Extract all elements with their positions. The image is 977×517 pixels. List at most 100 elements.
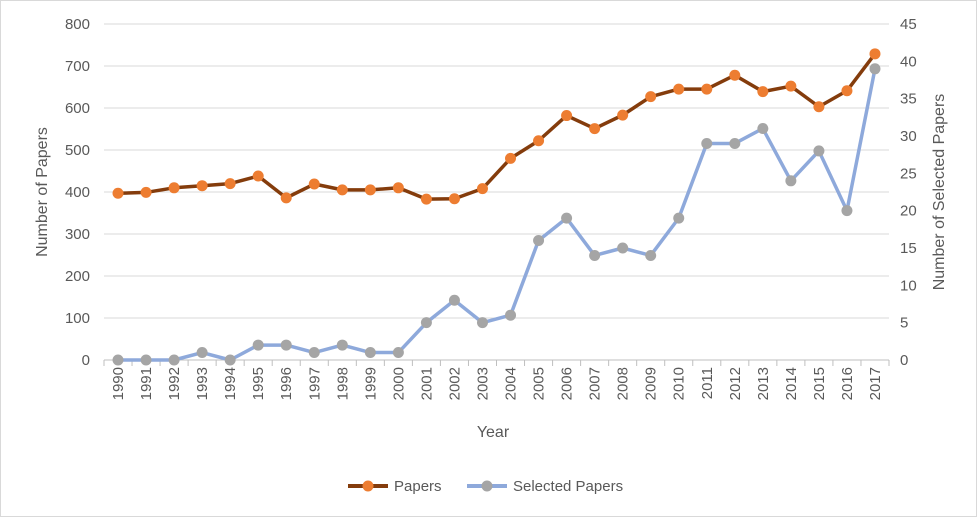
data-point bbox=[533, 235, 545, 247]
data-point bbox=[224, 178, 236, 190]
left-tick-label: 500 bbox=[65, 142, 90, 159]
series-selected-papers bbox=[112, 63, 881, 366]
gridlines bbox=[104, 23, 889, 361]
data-point bbox=[589, 123, 601, 135]
x-tick-label: 2013 bbox=[755, 367, 772, 400]
x-axis-ticks: 1990 1991 1992 1993 1994 1995 1996 1997 1998 1999… bbox=[103, 360, 890, 400]
data-point bbox=[392, 182, 404, 194]
data-point bbox=[785, 175, 797, 187]
x-tick-label: 2008 bbox=[615, 367, 632, 400]
data-point bbox=[112, 187, 124, 199]
data-point bbox=[308, 178, 320, 190]
data-point bbox=[645, 249, 657, 261]
data-point bbox=[476, 317, 488, 329]
data-point bbox=[364, 184, 376, 196]
data-point bbox=[617, 242, 629, 254]
data-point bbox=[617, 109, 629, 121]
data-point bbox=[140, 354, 152, 366]
data-point bbox=[420, 317, 432, 329]
data-point bbox=[336, 339, 348, 351]
x-tick-label: 2009 bbox=[643, 367, 660, 400]
right-tick-label: 35 bbox=[900, 91, 917, 108]
data-point bbox=[841, 85, 853, 97]
series-line bbox=[118, 68, 877, 362]
data-point bbox=[841, 205, 853, 217]
legend-item-selected-papers: Selected Papers bbox=[467, 478, 623, 495]
x-tick-label: 2006 bbox=[559, 367, 576, 400]
series-line bbox=[117, 52, 877, 201]
data-point bbox=[505, 152, 517, 164]
y-axis-title: Number of Papers bbox=[34, 127, 51, 257]
x-tick-label: 2004 bbox=[503, 367, 520, 400]
data-point bbox=[589, 249, 601, 261]
x-tick-label: 2010 bbox=[671, 367, 688, 400]
legend-item-papers: Papers bbox=[348, 478, 442, 495]
right-tick-label: 25 bbox=[900, 165, 917, 182]
right-tick-label: 5 bbox=[900, 315, 908, 332]
x-tick-label: 2001 bbox=[418, 367, 435, 400]
data-point bbox=[701, 137, 713, 149]
data-point bbox=[280, 192, 292, 204]
x-axis-title: Year bbox=[477, 424, 510, 441]
legend-swatch-marker bbox=[481, 480, 493, 492]
data-point bbox=[561, 110, 573, 122]
data-point bbox=[645, 91, 657, 103]
series-papers bbox=[112, 48, 881, 205]
data-point bbox=[336, 184, 348, 196]
right-tick-label: 30 bbox=[900, 128, 917, 145]
data-point bbox=[785, 80, 797, 92]
data-point bbox=[448, 294, 460, 306]
data-point bbox=[869, 63, 881, 75]
left-tick-label: 800 bbox=[65, 16, 90, 33]
data-point bbox=[280, 339, 292, 351]
data-point bbox=[196, 347, 208, 359]
legend: Papers Selected Papers bbox=[348, 478, 623, 495]
y2-axis-title: Number of Selected Papers bbox=[931, 94, 948, 291]
data-point bbox=[729, 69, 741, 81]
x-tick-label: 2005 bbox=[531, 367, 548, 400]
x-tick-label: 1994 bbox=[222, 367, 239, 400]
x-tick-label: 2003 bbox=[474, 367, 491, 400]
data-point bbox=[112, 354, 124, 366]
data-point bbox=[448, 193, 460, 205]
left-axis-ticks: 0 100 200 300 400 500 600 700 800 bbox=[65, 16, 90, 369]
data-point bbox=[392, 347, 404, 359]
data-point bbox=[757, 123, 769, 135]
data-point bbox=[729, 137, 741, 149]
x-tick-label: 1991 bbox=[138, 367, 155, 400]
data-point bbox=[813, 101, 825, 113]
data-point bbox=[168, 354, 180, 366]
data-point bbox=[252, 339, 264, 351]
right-tick-label: 40 bbox=[900, 53, 917, 70]
data-point bbox=[476, 183, 488, 195]
data-point bbox=[813, 145, 825, 157]
legend-label-papers: Papers bbox=[394, 478, 442, 495]
x-tick-label: 2017 bbox=[867, 367, 884, 400]
data-point bbox=[252, 170, 264, 182]
right-tick-label: 0 bbox=[900, 352, 908, 369]
data-point bbox=[364, 347, 376, 359]
data-point bbox=[420, 193, 432, 205]
right-tick-label: 15 bbox=[900, 240, 917, 257]
left-tick-label: 100 bbox=[65, 310, 90, 327]
right-tick-label: 10 bbox=[900, 277, 917, 294]
x-tick-label: 1997 bbox=[306, 367, 323, 400]
x-tick-label: 1995 bbox=[250, 367, 267, 400]
left-tick-label: 200 bbox=[65, 268, 90, 285]
x-tick-label: 2011 bbox=[699, 367, 716, 399]
x-tick-label: 2012 bbox=[727, 367, 744, 400]
data-point bbox=[673, 83, 685, 95]
data-point bbox=[168, 182, 180, 194]
x-tick-label: 1993 bbox=[194, 367, 211, 400]
left-tick-label: 400 bbox=[65, 184, 90, 201]
series-layer bbox=[112, 48, 881, 366]
x-tick-label: 1996 bbox=[278, 367, 295, 400]
data-point bbox=[196, 180, 208, 192]
right-axis-ticks: 0 5 10 15 20 25 30 35 40 45 bbox=[900, 16, 917, 369]
x-tick-label: 2002 bbox=[446, 367, 463, 400]
x-tick-label: 2007 bbox=[587, 367, 604, 400]
left-tick-label: 0 bbox=[82, 352, 90, 369]
data-point bbox=[757, 86, 769, 98]
x-tick-label: 2016 bbox=[839, 367, 856, 400]
